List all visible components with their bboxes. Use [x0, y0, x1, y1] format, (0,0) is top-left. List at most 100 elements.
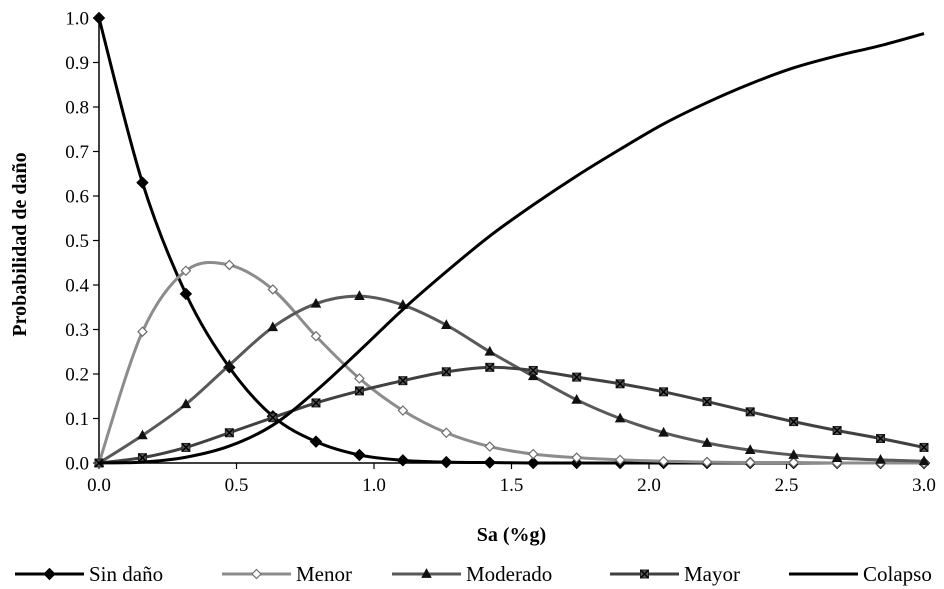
y-tick-label: 0.7	[65, 142, 89, 163]
y-tick-label: 0.3	[65, 320, 89, 341]
legend-item-mayor: Mayor	[610, 562, 740, 586]
data-point-sin-dano	[179, 287, 193, 301]
x-axis-title: Sa (%g)	[477, 524, 546, 546]
data-point-moderado	[137, 429, 148, 440]
x-tick-label: 0.0	[87, 475, 111, 496]
data-point-mayor	[398, 376, 408, 386]
data-point-moderado	[354, 290, 365, 301]
data-point-moderado	[918, 455, 930, 466]
data-point-sin-dano	[92, 11, 106, 25]
data-point-moderado	[441, 319, 452, 329]
data-point-mayor	[789, 417, 799, 427]
data-point-menor	[137, 326, 148, 338]
legend-item-sin-dano: Sin daño	[15, 562, 163, 586]
data-point-menor	[571, 452, 583, 464]
series-moderado	[93, 290, 930, 467]
data-point-menor	[310, 330, 322, 342]
data-point-menor	[224, 259, 235, 271]
legend: Sin daño Menor Moderado Mayor Colapso	[15, 562, 932, 586]
data-point-sin-dano	[440, 455, 453, 469]
data-point-moderado	[788, 449, 799, 459]
data-point-moderado	[701, 437, 713, 447]
data-point-menor	[180, 265, 192, 277]
data-point-moderado	[224, 359, 235, 369]
legend-swatch-marker	[251, 568, 262, 580]
y-tick-label: 1.0	[65, 9, 89, 30]
data-point-sin-dano	[309, 435, 323, 448]
legend-label: Colapso	[863, 562, 932, 586]
data-point-moderado	[310, 297, 322, 308]
y-tick-label: 0.4	[65, 276, 89, 297]
plot-area	[92, 11, 931, 470]
y-axis-title: Probabilidad de daño	[9, 152, 31, 336]
data-point-moderado	[527, 370, 539, 381]
data-point-mayor	[876, 434, 886, 444]
data-point-mayor	[268, 413, 278, 423]
series-colapso	[98, 32, 925, 465]
data-point-moderado	[831, 452, 843, 463]
data-point-mayor	[745, 407, 755, 417]
y-tick-label: 0.8	[65, 98, 89, 119]
data-point-menor	[484, 441, 496, 452]
legend-swatch-marker	[43, 567, 56, 581]
data-point-mayor	[832, 426, 842, 436]
data-point-mayor	[441, 367, 451, 377]
legend-label: Menor	[296, 562, 352, 586]
y-tick-label: 0.2	[65, 365, 89, 386]
data-point-menor	[701, 456, 713, 468]
series-line-sin-dano	[97, 17, 924, 465]
data-point-sin-dano	[527, 456, 540, 470]
data-point-mayor	[528, 365, 538, 375]
x-tick-label: 1.5	[500, 475, 524, 496]
data-point-mayor	[181, 442, 191, 452]
data-point-menor	[788, 457, 799, 468]
data-point-mayor	[224, 428, 234, 438]
data-point-mayor	[702, 397, 712, 407]
data-point-menor	[397, 405, 409, 416]
data-point-menor	[440, 427, 452, 439]
series-line-colapso	[98, 32, 925, 465]
data-point-mayor	[572, 372, 582, 382]
data-point-moderado	[658, 426, 669, 437]
data-point-menor	[527, 448, 539, 460]
legend-swatch-marker	[421, 568, 432, 578]
data-point-sin-dano	[396, 454, 410, 467]
legend-item-menor: Menor	[222, 562, 352, 586]
data-point-mayor	[919, 442, 929, 452]
data-point-sin-dano	[483, 456, 496, 469]
y-tick-label: 0.0	[65, 454, 89, 475]
series-line-menor	[97, 261, 924, 465]
data-point-moderado	[571, 393, 582, 404]
data-point-mayor	[659, 387, 669, 397]
y-tick-label: 0.6	[65, 187, 89, 208]
legend-label: Sin daño	[89, 562, 163, 586]
data-point-mayor	[354, 386, 364, 396]
legend-swatch-marker	[640, 569, 649, 579]
series-sin-dano	[92, 11, 931, 470]
x-tick-label: 1.0	[362, 475, 386, 496]
x-tick-label: 3.0	[912, 475, 936, 496]
data-point-menor	[354, 373, 365, 384]
y-tick-label: 0.5	[65, 231, 89, 252]
x-tick-label: 0.5	[225, 475, 249, 496]
y-tick-label: 0.1	[65, 409, 89, 430]
series-line-moderado	[98, 294, 925, 465]
data-point-moderado	[267, 321, 279, 332]
data-point-moderado	[614, 412, 626, 423]
data-point-menor	[614, 454, 626, 466]
legend-label: Moderado	[466, 562, 552, 586]
x-tick-label: 2.5	[775, 475, 799, 496]
legend-item-colapso: Colapso	[789, 562, 932, 586]
data-point-moderado	[180, 398, 192, 409]
axes: 0.0 0.1 0.2 0.3 0.4 0.5 0.6 0.7 0.8 0.9 1.0 0.0 0.5 1…	[65, 9, 936, 497]
data-point-menor	[744, 457, 756, 468]
legend-item-moderado: Moderado	[392, 562, 552, 586]
data-point-sin-dano	[353, 448, 366, 462]
data-point-menor	[658, 455, 669, 467]
legend-label: Mayor	[684, 562, 740, 586]
data-point-sin-dano	[136, 176, 149, 189]
x-tick-label: 2.0	[637, 475, 661, 496]
data-point-moderado	[875, 454, 886, 464]
y-tick-label: 0.9	[65, 53, 89, 74]
